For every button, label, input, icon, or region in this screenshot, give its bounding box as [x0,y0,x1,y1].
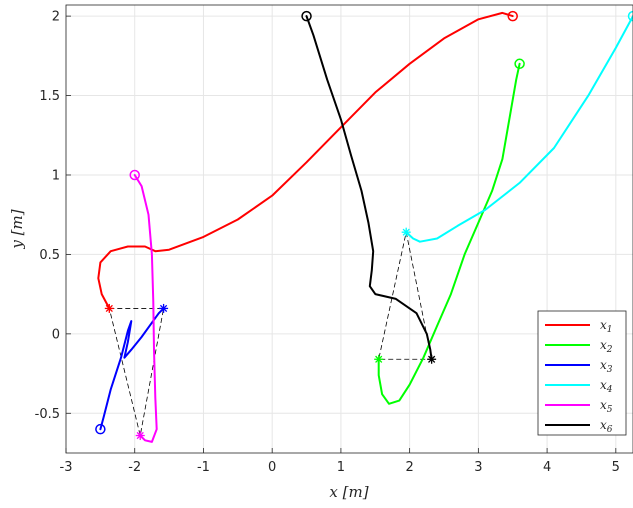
end-marker-x6 [427,355,436,364]
y-tick-label: -0.5 [35,407,60,422]
legend-subscript: 2 [606,345,613,355]
x-tick-label: -2 [128,460,141,475]
legend-subscript: 5 [607,405,613,415]
end-marker-x4 [402,228,411,237]
end-marker-x1 [105,304,114,313]
x-tick-label: -3 [60,460,73,475]
legend-subscript: 3 [607,365,613,375]
y-axis-label: y [m] [8,209,26,249]
x-tick-label: 2 [405,460,413,475]
y-tick-label: 1.5 [39,89,60,104]
y-tick-label: 0.5 [39,248,60,263]
y-tick-label: 1 [52,168,60,183]
x-tick-label: 3 [474,460,482,475]
legend-subscript: 4 [606,385,613,395]
legend-box [538,311,626,435]
x-tick-label: 4 [543,460,551,475]
legend-subscript: 6 [607,425,613,435]
x-tick-label: 5 [612,460,620,475]
y-tick-label: 0 [52,327,60,342]
x-tick-label: 0 [268,460,276,475]
x-axis-label: x [m] [329,483,368,501]
end-marker-x2 [374,355,383,364]
end-marker-x5 [136,431,145,440]
legend-subscript: 1 [607,325,613,335]
y-tick-label: 2 [52,10,60,25]
x-tick-label: -1 [197,460,210,475]
x-tick-label: 1 [337,460,345,475]
end-marker-x3 [159,304,168,313]
